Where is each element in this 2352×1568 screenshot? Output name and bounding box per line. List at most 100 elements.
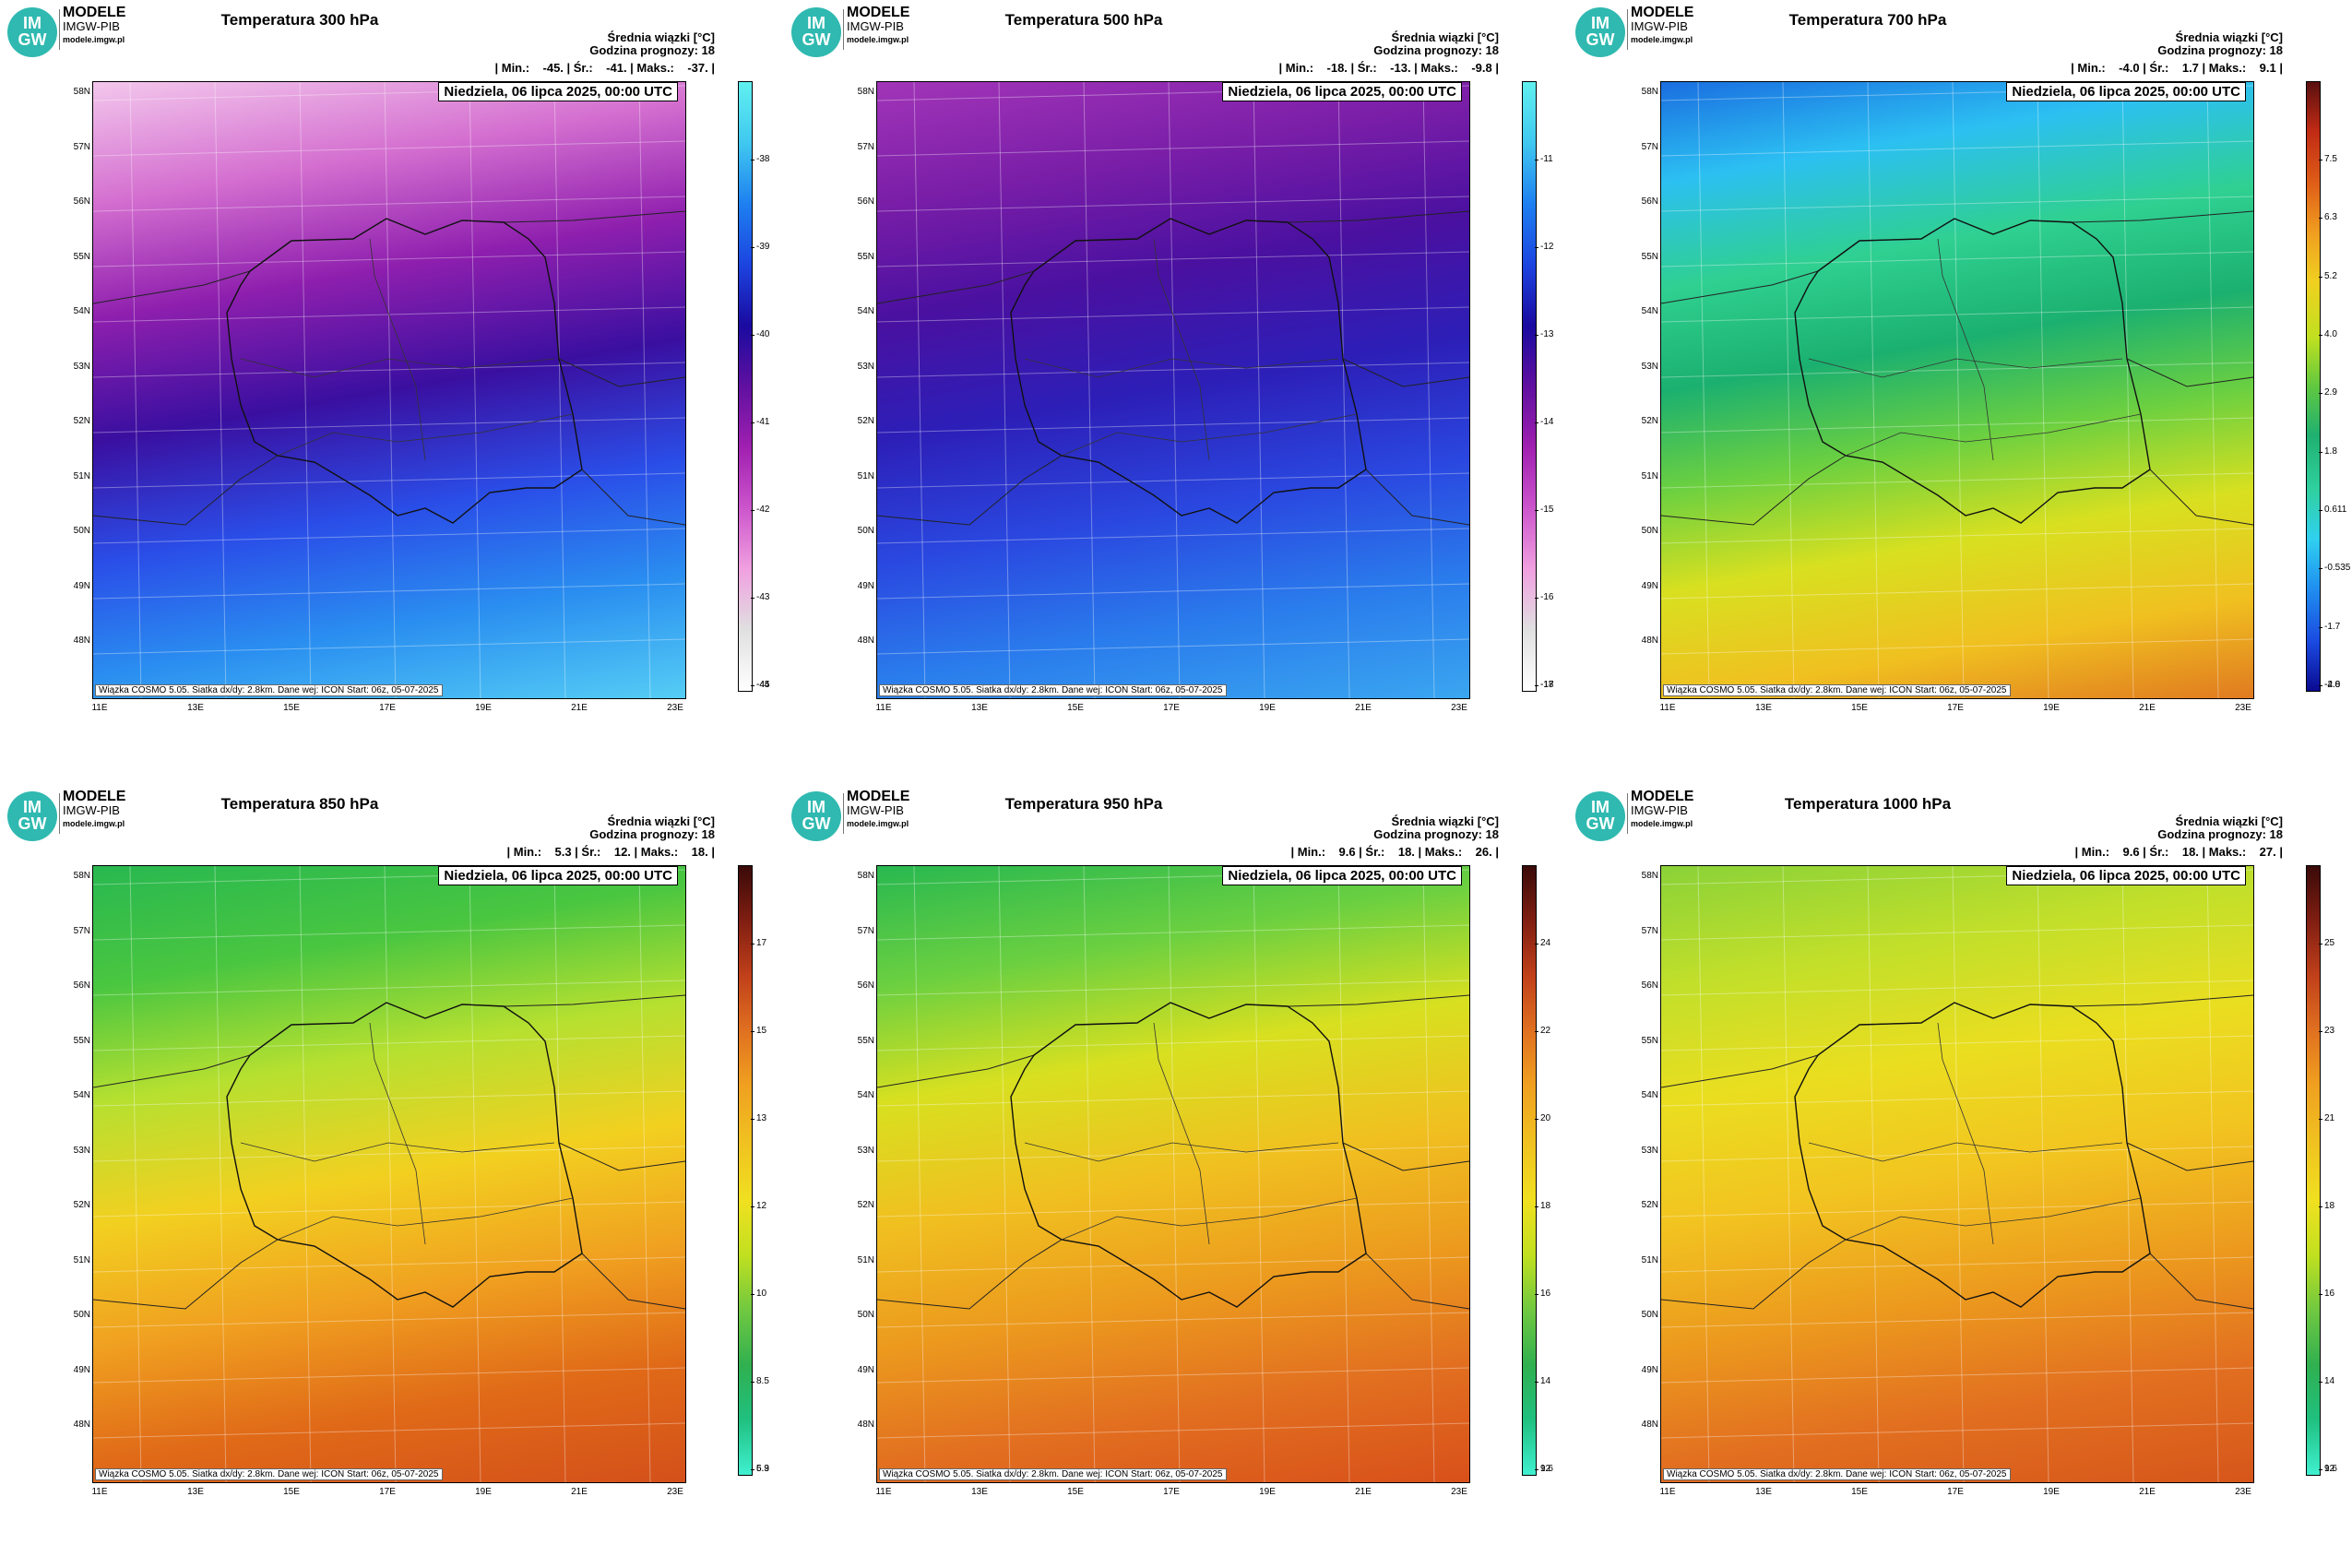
logo-divider (1627, 793, 1628, 834)
longitude-label: 13E (971, 1487, 988, 1497)
color-scale-label: -0.535 (2318, 563, 2351, 573)
map-overlay (93, 82, 685, 698)
latitude-label: 58N (857, 87, 874, 97)
parallel-line (1661, 1312, 2253, 1328)
meridian-line (553, 866, 566, 1482)
latitude-label: 58N (1641, 871, 1658, 881)
temperature-map[interactable]: Niedziela, 06 lipca 2025, 00:00 UTC Wiązk… (1660, 865, 2254, 1483)
longitude-label: 21E (2139, 703, 2156, 713)
latitude-label: 51N (1641, 470, 1658, 481)
color-scale-label: 5.3 (751, 1464, 769, 1474)
brand-name: MODELE (1631, 5, 1694, 20)
logo-divider (59, 793, 60, 834)
meridian-line (299, 82, 312, 698)
brand-name: MODELE (63, 5, 126, 20)
meridian-line (1168, 82, 1181, 698)
stats-line: | Min.: 9.6 | Śr.: 18. | Maks.: 26. | (1290, 845, 1499, 859)
temperature-map[interactable]: Niedziela, 06 lipca 2025, 00:00 UTC Wiązk… (1660, 81, 2254, 699)
region-line (277, 413, 574, 457)
longitude-label: 21E (1355, 703, 1372, 713)
color-scale-label: 20 (1534, 1113, 1551, 1123)
parallel-line (877, 980, 1469, 996)
border-line (581, 1253, 685, 1310)
model-footer: Wiązka COSMO 5.05. Siatka dx/dy: 2.8km. … (95, 684, 443, 696)
temperature-map[interactable]: Niedziela, 06 lipca 2025, 00:00 UTC Wiązk… (876, 81, 1470, 699)
forecast-hour-label: Godzina prognozy: 18 (1373, 827, 1499, 841)
map-overlay (93, 866, 685, 1482)
latitude-label: 52N (73, 1200, 90, 1210)
latitude-label: 53N (857, 1145, 874, 1156)
latitude-label: 57N (1641, 141, 1658, 152)
parallel-line (877, 528, 1469, 544)
parallel-line (1661, 196, 2253, 212)
meridian-line (1422, 82, 1435, 698)
color-scale-label: 21 (2318, 1113, 2335, 1123)
latitude-label: 57N (73, 925, 90, 936)
latitude-label: 50N (857, 526, 874, 536)
parallel-line (1661, 472, 2253, 489)
color-scale-label: -40 (750, 329, 770, 339)
parallel-line (877, 1201, 1469, 1218)
border-line (558, 358, 685, 387)
map-overlay (877, 866, 1469, 1482)
region-line (1845, 413, 2142, 457)
latitude-label: 53N (73, 1145, 90, 1156)
border-line (93, 455, 279, 526)
temperature-map[interactable]: Niedziela, 06 lipca 2025, 00:00 UTC Wiązk… (876, 865, 1470, 1483)
ensemble-mean-label: Średnia wiązki [°C] (607, 30, 715, 44)
temperature-map[interactable]: Niedziela, 06 lipca 2025, 00:00 UTC Wiązk… (92, 81, 686, 699)
latitude-label: 51N (857, 470, 874, 481)
latitude-label: 49N (857, 580, 874, 591)
longitude-label: 13E (187, 703, 204, 713)
country-border (1010, 1002, 1367, 1308)
color-scale-bar (1522, 81, 1537, 692)
valid-date: Niedziela, 06 lipca 2025, 00:00 UTC (438, 866, 678, 885)
logo-divider (843, 793, 844, 834)
color-scale-label: 7.5 (2319, 154, 2337, 164)
panel-title: Temperatura 1000 hPa (1784, 795, 1952, 813)
parallel-line (877, 1422, 1469, 1439)
valid-date: Niedziela, 06 lipca 2025, 00:00 UTC (1222, 866, 1462, 885)
color-scale-bar (1522, 865, 1537, 1476)
parallel-line (1661, 251, 2253, 267)
longitude-label: 11E (875, 703, 892, 713)
longitude-label: 15E (1851, 1487, 1868, 1497)
parallel-line (93, 1256, 685, 1273)
latitude-label: 56N (857, 980, 874, 991)
parallel-line (877, 140, 1469, 157)
color-scale-label: -41 (750, 417, 770, 427)
region-line (1024, 358, 1339, 378)
parallel-line (877, 362, 1469, 378)
latitude-label: 54N (73, 1090, 90, 1100)
parallel-line (93, 980, 685, 996)
color-scale-label: 9.6 (2319, 1464, 2337, 1474)
meridian-line (1952, 866, 1965, 1482)
meridian-line (1782, 866, 1795, 1482)
temperature-map[interactable]: Niedziela, 06 lipca 2025, 00:00 UTC Wiązk… (92, 865, 686, 1483)
latitude-label: 50N (857, 1310, 874, 1320)
longitude-label: 11E (875, 1487, 892, 1497)
region-line (1061, 1197, 1358, 1241)
latitude-label: 55N (1641, 251, 1658, 262)
latitude-label: 51N (73, 470, 90, 481)
imgw-logo: IM GW (1575, 791, 1625, 841)
latitude-label: 54N (1641, 306, 1658, 316)
color-scale-label: 0.611 (2318, 505, 2347, 515)
color-scale-label: -11 (1535, 154, 1553, 164)
color-scale-label: 14 (1534, 1376, 1551, 1386)
parallel-line (1661, 417, 2253, 434)
brand-org: IMGW-PIB (63, 19, 120, 33)
longitude-label: 19E (2043, 1487, 2060, 1497)
longitude-label: 15E (1851, 703, 1868, 713)
color-scale-label: 24 (1534, 938, 1551, 948)
color-scale-label: 14 (2318, 1376, 2335, 1386)
logo-divider (843, 9, 844, 50)
valid-date: Niedziela, 06 lipca 2025, 00:00 UTC (2006, 82, 2246, 101)
longitude-label: 23E (1451, 703, 1467, 713)
latitude-label: 49N (857, 1364, 874, 1375)
ensemble-mean-label: Średnia wiązki [°C] (1391, 814, 1499, 828)
longitude-label: 17E (1947, 703, 1964, 713)
parallel-line (1661, 528, 2253, 544)
latitude-label: 55N (73, 251, 90, 262)
meridian-line (1952, 82, 1965, 698)
